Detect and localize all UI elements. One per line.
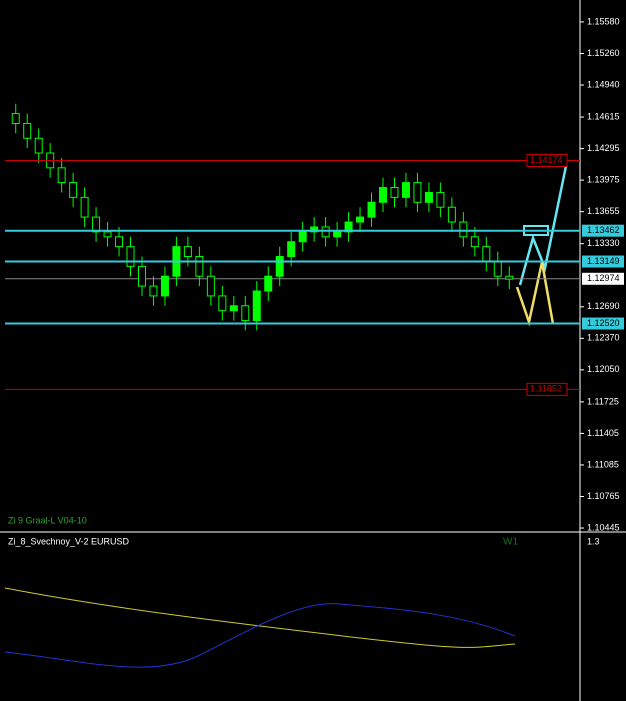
candle-body: [356, 216, 365, 223]
projection-arrows: [515, 165, 568, 327]
y-tick-label: 1.11725: [587, 396, 619, 406]
candle-body: [287, 241, 296, 258]
subwindow-scale: 1.3: [587, 536, 600, 546]
candle-body: [241, 305, 250, 322]
candle-body: [493, 260, 502, 277]
level-box: [582, 255, 624, 268]
candle-body: [57, 167, 66, 184]
y-tick-label: 1.10765: [587, 491, 620, 501]
y-tick-label: 1.14615: [587, 111, 620, 121]
current-price-box: [582, 272, 624, 285]
y-tick-label: 1.11085: [587, 459, 619, 469]
sub-line-blue: [4, 603, 516, 668]
indicator-label: Zi 9 Graal-L V04-10: [8, 515, 87, 525]
level-box: [582, 224, 624, 237]
candle-body: [459, 221, 468, 238]
candle-body: [137, 265, 146, 287]
candle-body: [149, 285, 158, 297]
candle-body: [379, 187, 388, 203]
y-tick-label: 1.13330: [587, 238, 620, 248]
candle-body: [298, 231, 307, 243]
candle-body: [401, 182, 410, 198]
candle-body: [160, 275, 169, 297]
candle-body: [252, 290, 261, 322]
candle-body: [92, 216, 101, 233]
y-tick-label: 1.12690: [587, 301, 620, 311]
y-tick-label: 1.14295: [587, 143, 620, 153]
candle-body: [390, 187, 399, 198]
candle-body: [69, 182, 78, 198]
level-label: 1.13149: [587, 256, 620, 266]
candle-body: [367, 201, 376, 218]
y-tick-label: 1.15580: [587, 16, 620, 26]
level-label: 1.12520: [587, 318, 620, 328]
candle-body: [321, 226, 330, 238]
level-label: 1.13462: [587, 225, 620, 235]
y-tick-label: 1.11405: [587, 428, 619, 438]
candle-body: [447, 206, 456, 223]
candle-body: [436, 191, 445, 208]
sub-line-yellow: [4, 587, 516, 648]
level-box: [526, 382, 568, 396]
candle-body: [264, 275, 273, 292]
candle-body: [470, 236, 479, 248]
subwindow-title: Zi_8_Svechnoy_V-2 EURUSD: [8, 536, 130, 546]
level-label: 1.14174: [530, 155, 563, 165]
candle-body: [126, 246, 135, 267]
candle-body: [80, 196, 89, 218]
level-box: [526, 154, 568, 168]
candle-body: [11, 113, 20, 124]
candle-body: [482, 246, 491, 262]
candle-body: [115, 236, 124, 248]
y-tick-label: 1.13655: [587, 206, 620, 216]
candle-body: [505, 275, 514, 280]
y-tick-label: 1.14940: [587, 79, 620, 89]
current-price-label: 1.12974: [587, 273, 620, 283]
y-tick-label: 1.13975: [587, 175, 620, 185]
candle-body: [195, 256, 204, 277]
candle-body: [344, 221, 353, 233]
candle-body: [310, 226, 319, 233]
candle-body: [218, 295, 227, 312]
candle-body: [229, 305, 238, 312]
candle-body: [275, 256, 284, 277]
candle-body: [333, 231, 342, 238]
y-tick-label: 1.15260: [587, 48, 620, 58]
y-tick-label: 1.12050: [587, 364, 620, 374]
candle-body: [23, 122, 32, 139]
y-tick-label: 1.12370: [587, 333, 620, 343]
level-label: 1.11852: [530, 384, 562, 394]
candle-body: [103, 231, 112, 238]
candle-body: [424, 191, 433, 203]
timeframe-label: W1: [503, 537, 518, 548]
level-box: [582, 317, 624, 330]
candle-body: [206, 275, 215, 297]
y-tick-label: 1.10445: [587, 522, 620, 532]
candle-body: [413, 182, 422, 203]
candle-body: [183, 246, 192, 258]
candle-body: [34, 137, 43, 154]
